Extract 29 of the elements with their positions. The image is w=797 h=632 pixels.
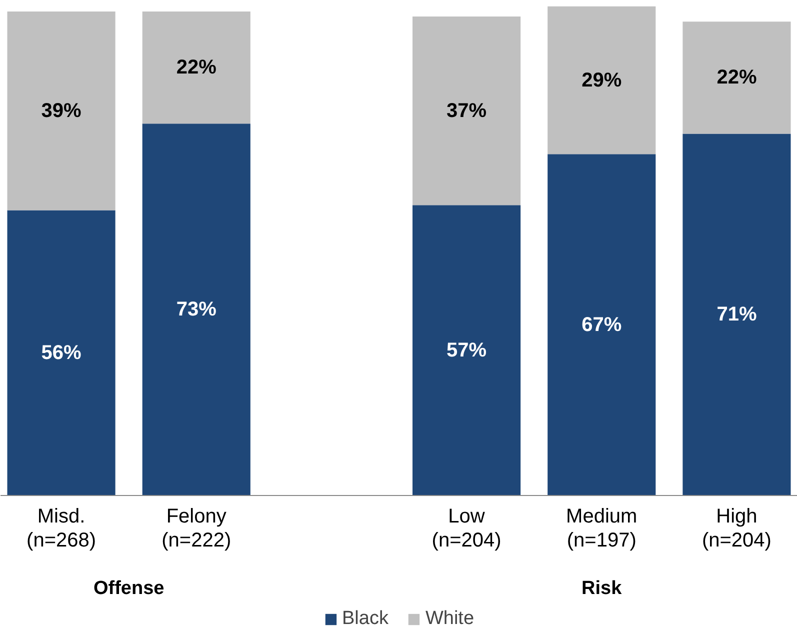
bar bbox=[7, 210, 116, 496]
bar bbox=[548, 6, 656, 154]
data-label: 22% bbox=[176, 56, 217, 79]
bar bbox=[412, 205, 521, 496]
bar bbox=[412, 16, 521, 206]
legend-label: Black bbox=[342, 608, 388, 630]
bar bbox=[682, 134, 791, 496]
text: Offense bbox=[93, 578, 164, 599]
text: Risk bbox=[582, 578, 622, 599]
data-label: 73% bbox=[176, 298, 217, 321]
bar bbox=[548, 154, 656, 496]
x-tick-label: Felony (n=222) bbox=[162, 505, 232, 552]
bar bbox=[142, 11, 250, 124]
data-label: 57% bbox=[446, 339, 487, 362]
data-label: 56% bbox=[41, 342, 82, 364]
legend-label: White bbox=[425, 608, 474, 630]
bar bbox=[682, 22, 791, 134]
data-label: 29% bbox=[582, 69, 622, 92]
data-label: 71% bbox=[716, 304, 757, 326]
bar bbox=[142, 124, 250, 496]
x-tick-label: High (n=204) bbox=[702, 505, 772, 552]
x-tick-label: Medium (n=197) bbox=[566, 505, 638, 552]
data-label: 37% bbox=[446, 100, 487, 122]
x-tick-label: Misd. (n=268) bbox=[26, 505, 96, 552]
x-tick-label: Low (n=204) bbox=[432, 505, 502, 552]
data-label: 67% bbox=[582, 314, 622, 336]
bar bbox=[7, 11, 116, 210]
data-label: 22% bbox=[716, 66, 757, 89]
data-label: 39% bbox=[41, 100, 82, 122]
